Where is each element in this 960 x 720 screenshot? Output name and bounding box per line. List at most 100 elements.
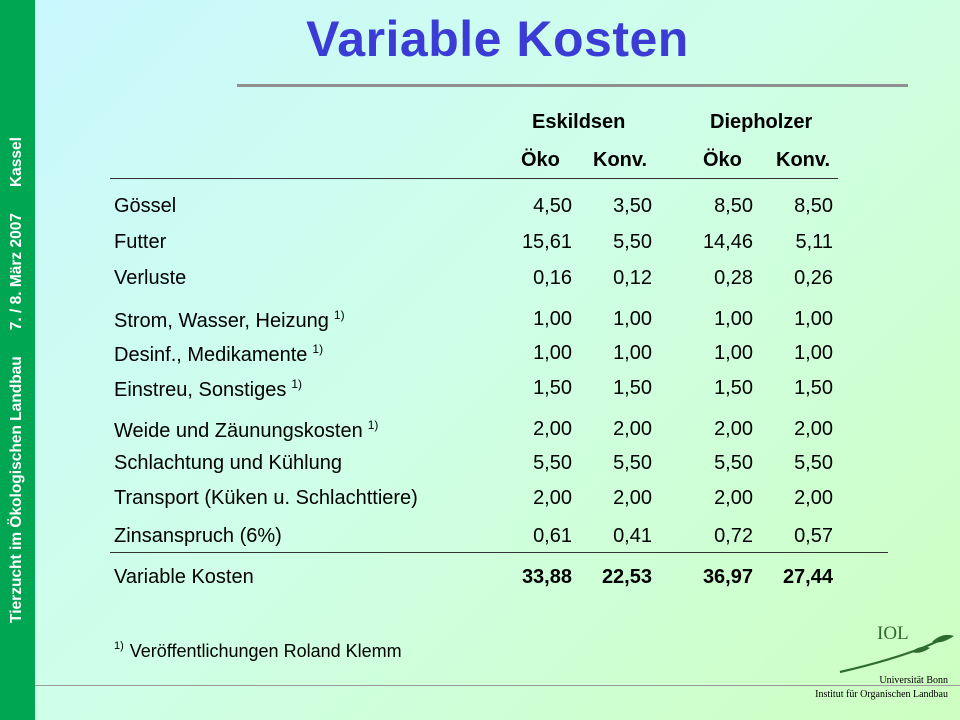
row-value: 4,50 — [533, 195, 572, 217]
iol-logo-text: IOL — [877, 623, 909, 644]
row-value: 0,57 — [794, 525, 833, 547]
row-value: 1,50 — [714, 377, 753, 399]
row-value: 8,50 — [794, 195, 833, 217]
total-value: 36,97 — [702, 566, 753, 588]
subheader-diepholzer-oeko: Öko — [703, 149, 742, 171]
table-row: Zinsanspruch (6%) 0,61 0,41 0,72 0,57 — [0, 525, 960, 553]
row-label-text: Transport (Küken u. Schlachttiere) — [114, 487, 418, 509]
iol-logo-graphic — [839, 634, 954, 674]
row-label-text: Weide und Zäunungskosten — [114, 420, 363, 442]
row-value: 15,61 — [521, 231, 572, 253]
row-value: 0,72 — [714, 525, 753, 547]
row-label-text: Zinsanspruch (6%) — [114, 525, 282, 547]
row-footnote-marker: 1) — [312, 342, 324, 356]
row-value: 2,00 — [613, 418, 652, 440]
total-row: Variable Kosten 33,88 22,53 36,97 27,44 — [0, 566, 960, 594]
table-row: Strom, Wasser, Heizung 1) 1,00 1,00 1,00 1,00 — [0, 308, 960, 336]
total-value: 27,44 — [782, 566, 833, 588]
table-row: Futter 15,61 5,50 14,46 5,11 — [0, 231, 960, 259]
row-value: 5,50 — [794, 452, 833, 474]
total-value: 33,88 — [521, 566, 572, 588]
row-footnote-marker: 1) — [291, 377, 302, 391]
row-value: 2,00 — [613, 487, 652, 509]
table-row: Desinf., Medikamente 1) 1,00 1,00 1,00 1,00 — [0, 342, 960, 370]
sidebar-place: Kassel — [8, 137, 25, 188]
row-value: 2,00 — [794, 418, 833, 440]
footnote-marker: 1) — [114, 640, 124, 652]
row-value: 0,61 — [533, 525, 572, 547]
header-diepholzer: Diepholzer — [710, 111, 813, 133]
row-footnote-marker: 1) — [333, 308, 345, 322]
page-title: Variable Kosten — [306, 11, 689, 67]
row-value: 0,16 — [533, 267, 572, 289]
row-value: 5,50 — [613, 231, 652, 253]
row-label-text: Verluste — [114, 267, 187, 289]
row-value: 5,50 — [714, 452, 753, 474]
header-divider — [110, 178, 838, 179]
row-label-text: Gössel — [114, 195, 177, 217]
table-row: Verluste 0,16 0,12 0,28 0,26 — [0, 267, 960, 295]
subheader-eskildsen-oeko: Öko — [521, 149, 560, 171]
row-value: 2,00 — [794, 487, 833, 509]
row-value: 1,00 — [533, 308, 572, 330]
table-row: Schlachtung und Kühlung 5,50 5,50 5,50 5,50 — [0, 452, 960, 480]
row-value: 1,00 — [714, 342, 753, 364]
row-footnote-marker: 1) — [367, 418, 379, 432]
row-value: 1,00 — [613, 342, 652, 364]
row-label: Strom, Wasser, Heizung 1) — [114, 308, 345, 333]
table-row: Transport (Küken u. Schlachttiere) 2,00 2,… — [0, 487, 960, 515]
row-value: 14,46 — [702, 231, 753, 253]
subheader-eskildsen-konv: Konv. — [593, 149, 648, 171]
row-value: 5,50 — [613, 452, 652, 474]
row-value: 0,26 — [794, 267, 833, 289]
row-label: Transport (Küken u. Schlachttiere) — [114, 487, 418, 510]
row-label: Desinf., Medikamente 1) — [114, 342, 323, 367]
row-value: 8,50 — [714, 195, 753, 217]
table-row: Gössel 4,50 3,50 8,50 8,50 — [0, 195, 960, 223]
row-value: 1,00 — [714, 308, 753, 330]
header-eskildsen: Eskildsen — [532, 111, 626, 133]
sidebar-banner: Tierzucht im Ökologischen Landbau 7. / 8… — [0, 0, 35, 720]
row-value: 2,00 — [533, 418, 572, 440]
row-label-text: Strom, Wasser, Heizung — [114, 310, 329, 332]
row-value: 2,00 — [714, 418, 753, 440]
subheader-diepholzer-konv: Konv. — [776, 149, 831, 171]
row-label: Gössel — [114, 195, 176, 218]
total-label: Variable Kosten — [114, 566, 254, 588]
row-label-text: Schlachtung und Kühlung — [114, 452, 342, 474]
row-value: 5,50 — [533, 452, 572, 474]
row-value: 0,41 — [613, 525, 652, 547]
row-value: 1,50 — [613, 377, 652, 399]
row-label: Verluste — [114, 267, 186, 290]
table-row: Weide und Zäunungskosten 1) 2,00 2,00 2,00 2,… — [0, 418, 960, 446]
total-value: 22,53 — [601, 566, 652, 588]
row-label: Futter — [114, 231, 166, 254]
institution-university: Universität Bonn — [879, 675, 948, 686]
row-label-text: Desinf., Medikamente — [114, 344, 308, 366]
row-value: 1,00 — [794, 342, 833, 364]
footnote: 1) Veröffentlichungen Roland Klemm — [114, 640, 402, 662]
table-row: Einstreu, Sonstiges 1) 1,50 1,50 1,50 1,50 — [0, 377, 960, 405]
row-value: 1,50 — [794, 377, 833, 399]
row-label: Weide und Zäunungskosten 1) — [114, 418, 378, 443]
row-value: 1,00 — [613, 308, 652, 330]
institution-name: Institut für Organischen Landbau — [815, 689, 948, 700]
footnote-text: Veröffentlichungen Roland Klemm — [129, 641, 402, 661]
row-value: 0,12 — [613, 267, 652, 289]
row-label-text: Futter — [114, 231, 167, 253]
total-divider — [110, 552, 888, 553]
row-value: 5,11 — [795, 231, 833, 253]
title-divider — [237, 84, 908, 87]
row-label: Einstreu, Sonstiges 1) — [114, 377, 302, 402]
row-value: 2,00 — [533, 487, 572, 509]
row-label: Zinsanspruch (6%) — [114, 525, 282, 548]
footer-divider — [35, 685, 960, 686]
row-value: 1,00 — [533, 342, 572, 364]
row-value: 1,50 — [533, 377, 572, 399]
row-label: Schlachtung und Kühlung — [114, 452, 342, 475]
row-value: 1,00 — [794, 308, 833, 330]
row-value: 3,50 — [613, 195, 652, 217]
row-value: 2,00 — [714, 487, 753, 509]
row-label-text: Einstreu, Sonstiges — [114, 379, 287, 401]
row-value: 0,28 — [714, 267, 753, 289]
